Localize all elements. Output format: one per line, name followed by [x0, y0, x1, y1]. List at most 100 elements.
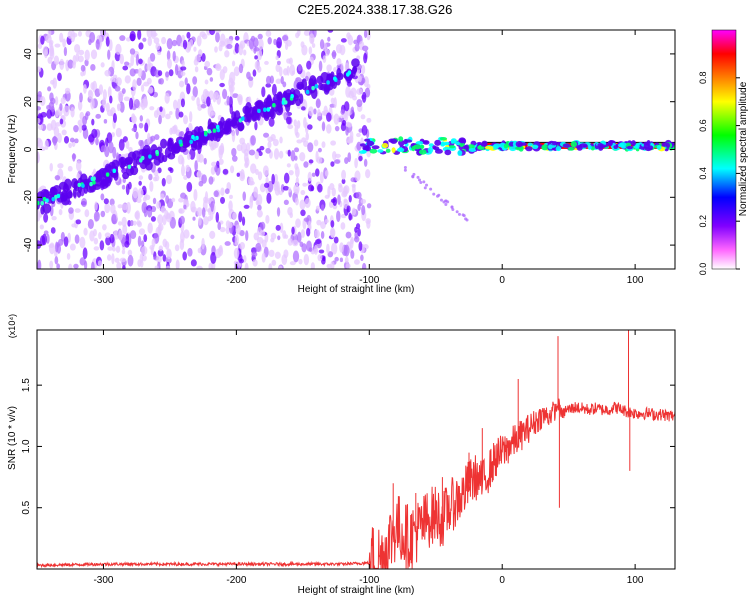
spectrogram-noise-speck	[354, 170, 361, 182]
spectrogram-noise-speck	[228, 200, 233, 212]
spectrogram-noise-speck	[261, 86, 266, 98]
spectrogram-flat-cell	[361, 149, 367, 154]
spectrogram-noise-speck	[215, 211, 220, 223]
spectrogram-noise-speck	[330, 97, 335, 104]
spectrogram-noise-speck	[90, 261, 95, 269]
spectrogram-noise-speck	[186, 181, 193, 193]
spectrogram-noise-speck	[219, 69, 225, 81]
spectrogram-noise-speck	[326, 243, 330, 254]
spectrogram-noise-speck	[192, 86, 198, 98]
spectrogram-noise-speck	[209, 230, 216, 239]
spectrogram-noise-speck	[155, 42, 161, 51]
spectrogram-noise-speck	[128, 146, 133, 153]
spectrogram-noise-speck	[326, 124, 332, 134]
spectrogram-noise-speck	[239, 241, 246, 250]
spectrogram-noise-speck	[363, 30, 368, 39]
spectrogram-noise-speck	[201, 237, 205, 250]
spectrogram-flat-cell	[422, 140, 430, 145]
spectrogram-noise-speck	[201, 207, 206, 218]
spectrogram-noise-speck	[324, 194, 330, 199]
spectrogram-noise-speck	[105, 236, 112, 246]
spectrogram-noise-speck	[362, 45, 369, 52]
spectrogram-noise-speck	[93, 211, 100, 222]
spectrogram-noise-speck	[215, 63, 221, 70]
spectrogram-track-cell	[297, 83, 303, 90]
spectrogram-noise-speck	[58, 208, 63, 216]
spectrogram-noise-speck	[232, 212, 237, 220]
spectrogram-noise-speck	[354, 230, 359, 240]
spectrogram-noise-speck	[340, 109, 345, 115]
spectrogram-noise-speck	[128, 97, 134, 110]
spectrogram-branch-cell	[416, 175, 420, 179]
spectrogram-noise-speck	[238, 43, 244, 56]
spectrogram-track-cell	[123, 157, 131, 167]
spectrogram-flat-cell	[562, 143, 571, 148]
spectrogram-noise-speck	[307, 220, 312, 231]
spectrogram-noise-speck	[355, 223, 361, 230]
spectrogram-flat-cell	[613, 145, 619, 150]
spectrogram-noise-speck	[204, 60, 211, 68]
spectrogram-noise-speck	[54, 241, 59, 253]
spectrogram-noise-speck	[349, 238, 354, 249]
spectrogram-noise-speck	[278, 150, 284, 159]
spectrogram-noise-speck	[119, 257, 127, 263]
spectrogram-noise-speck	[180, 71, 186, 77]
spectrogram-noise-speck	[345, 263, 351, 269]
spectrogram-noise-speck	[168, 69, 174, 77]
spectrogram-flat-cell	[493, 143, 502, 148]
spectrogram-noise-speck	[93, 246, 100, 251]
spectrogram-noise-speck	[265, 83, 272, 88]
spectrogram-noise-speck	[201, 174, 207, 184]
spectrogram-noise-speck	[222, 168, 229, 175]
spectrogram-noise-speck	[275, 224, 281, 231]
spectrogram-track-cell	[63, 178, 72, 191]
spectrogram-noise-speck	[122, 65, 129, 71]
spectrogram-noise-speck	[238, 211, 243, 223]
spectrogram-noise-speck	[108, 141, 114, 154]
spectrogram-noise-speck	[37, 151, 40, 163]
spectrogram-noise-speck	[88, 134, 95, 143]
spectrogram-noise-speck	[138, 42, 144, 50]
spectrogram-noise-speck	[108, 39, 113, 52]
spectrogram-noise-speck	[345, 126, 349, 136]
spectrogram-noise-speck	[298, 258, 303, 265]
spectrogram-noise-speck	[117, 221, 123, 226]
spectrogram-track-cell	[111, 159, 120, 169]
colorbar-gradient	[711, 29, 737, 270]
spectrogram-noise-speck	[77, 31, 83, 37]
spectrogram-track-peak	[257, 108, 261, 114]
spectrogram-noise-speck	[184, 77, 188, 86]
spectrogram-flat-cell	[608, 140, 613, 147]
spectrogram-noise-speck	[210, 200, 214, 212]
spectrogram-noise-speck	[178, 80, 185, 88]
spectrogram-track-peak	[148, 154, 152, 159]
spectrogram-noise-speck	[121, 203, 128, 211]
spectrogram-noise-speck	[183, 204, 187, 210]
spectrogram-noise-speck	[267, 141, 272, 149]
spectrogram-noise-speck	[218, 44, 223, 52]
spectrogram-track-peak	[56, 193, 61, 199]
spectrogram-noise-speck	[82, 247, 88, 260]
spectrogram-noise-speck	[196, 207, 203, 217]
spectrogram-noise-speck	[361, 262, 367, 269]
spectrogram-flat-cell	[444, 141, 450, 146]
spectrogram-noise-speck	[63, 236, 69, 247]
spectrogram-noise-speck	[54, 175, 61, 181]
spectrogram-track-peak	[333, 76, 337, 81]
spectrogram-noise-speck	[59, 103, 63, 111]
spectrogram-branch-cell	[425, 183, 429, 187]
spectrogram-flat-cell	[567, 146, 575, 151]
spectrogram-noise-speck	[231, 147, 237, 157]
spectrogram-noise-speck	[172, 99, 178, 110]
spectrogram-track-peak	[112, 168, 117, 174]
spectrogram-noise-speck	[287, 124, 294, 130]
spectrogram-noise-speck	[59, 58, 65, 70]
spectrogram-noise-speck	[77, 55, 84, 63]
spectrogram-noise-speck	[181, 59, 185, 67]
spectrogram-noise-speck	[339, 242, 344, 253]
spectrogram-noise-speck	[366, 203, 372, 209]
spectrogram-track-cell	[143, 156, 152, 166]
spectrogram-noise-speck	[171, 39, 178, 47]
spectrogram-noise-speck	[79, 257, 86, 266]
